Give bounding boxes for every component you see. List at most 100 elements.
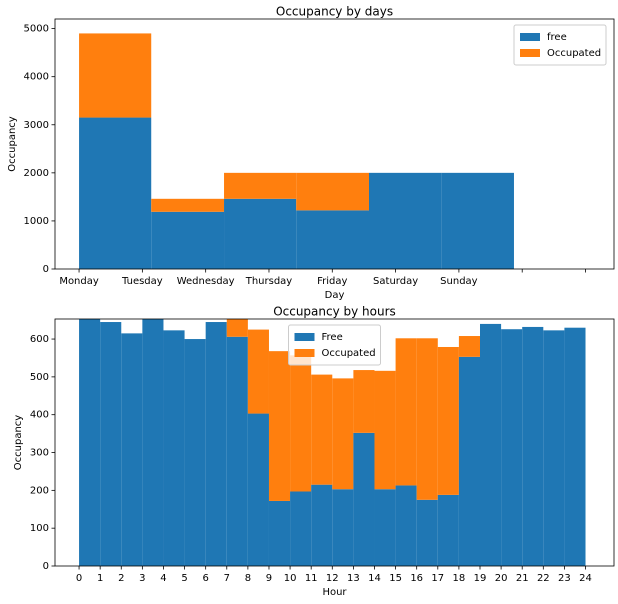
legend-label: Occupated [322, 348, 376, 359]
y-tick-label: 0 [43, 561, 49, 572]
x-tick-label: 3 [139, 573, 145, 584]
bar-segment [79, 117, 152, 269]
bar-segment [441, 172, 514, 269]
x-tick-label: 7 [224, 573, 230, 584]
bar-segment [458, 336, 481, 357]
bar-segment [290, 491, 312, 566]
bar-segment [100, 322, 122, 566]
x-tick-label: 17 [431, 573, 444, 584]
x-tick-label: 14 [368, 573, 381, 584]
x-tick-label: Thursday [245, 276, 293, 287]
x-tick-label: Monday [59, 276, 99, 287]
bar-segment [184, 339, 206, 566]
bar-segment [224, 172, 297, 199]
bar-segment [296, 210, 370, 269]
y-tick-label: 600 [30, 334, 49, 345]
bar-segment [332, 378, 354, 490]
x-tick-label: 0 [76, 573, 82, 584]
legend-swatch [294, 349, 315, 357]
bar-segment [226, 319, 248, 337]
axes-frame [54, 18, 615, 270]
bar-segment [395, 485, 417, 566]
x-tick-label: 24 [579, 573, 592, 584]
axes-frame [54, 318, 615, 567]
bar-segment [268, 500, 291, 566]
x-tick-label: 21 [516, 573, 529, 584]
y-tick-label: 400 [30, 410, 49, 421]
y-tick-label: 1000 [24, 216, 49, 227]
legend-swatch [520, 49, 540, 57]
y-axis-label: Occupancy [13, 415, 24, 471]
bar-segment [79, 33, 152, 118]
x-tick-label: 2 [118, 573, 124, 584]
x-tick-label: 15 [389, 573, 402, 584]
y-axis-label: Occupancy [7, 116, 18, 172]
x-tick-label: 19 [474, 573, 487, 584]
legend-label: free [547, 32, 567, 43]
bar-segment [374, 489, 396, 566]
bar-segment [311, 374, 333, 485]
bars [79, 33, 514, 269]
bar-segment [224, 198, 297, 269]
y-tick-label: 100 [30, 523, 49, 534]
x-tick-label: 1 [97, 573, 103, 584]
bar-segment [369, 172, 442, 269]
y-tick-label: 2000 [24, 168, 49, 179]
bar-segment [458, 356, 481, 566]
bar-segment [142, 319, 164, 566]
chart-title: Occupancy by hours [273, 305, 396, 319]
legend-box [513, 24, 607, 66]
bar-segment [205, 322, 227, 566]
x-tick-label: 4 [160, 573, 166, 584]
bar-segment [151, 198, 225, 212]
bar-segment [437, 346, 459, 495]
bar-segment [121, 333, 143, 566]
x-tick-label: 6 [202, 573, 208, 584]
bar-segment [416, 338, 438, 500]
legend-swatch [294, 333, 315, 341]
y-tick-label: 3000 [24, 120, 49, 131]
x-tick-label: 16 [410, 573, 423, 584]
bar-segment [163, 330, 185, 566]
bar-segment [353, 370, 375, 433]
x-tick-label: 18 [453, 573, 466, 584]
y-tick-label: 200 [30, 485, 49, 496]
x-tick-label: 20 [495, 573, 508, 584]
x-tick-label: 12 [326, 573, 339, 584]
x-tick-label: 11 [305, 573, 318, 584]
bar-segment [353, 432, 375, 566]
legend-label: Free [322, 332, 343, 343]
bar-segment [296, 172, 370, 211]
x-tick-label: Tuesday [121, 276, 163, 287]
x-tick-label: 5 [181, 573, 187, 584]
bar-segment [332, 489, 354, 566]
bar-segment [151, 211, 225, 269]
bar-segment [247, 413, 269, 566]
bar-segment [311, 484, 333, 566]
x-axis-label: Day [325, 290, 345, 301]
x-tick-label: 23 [558, 573, 571, 584]
y-tick-label: 300 [30, 448, 49, 459]
x-tick-label: 9 [266, 573, 272, 584]
x-tick-label: 22 [537, 573, 550, 584]
bar-segment [564, 327, 586, 566]
legend-label: Occupated [547, 48, 601, 59]
legend-swatch [520, 33, 540, 41]
x-tick-label: 10 [284, 573, 297, 584]
bar-segment [522, 326, 544, 566]
x-axis-label: Hour [322, 587, 347, 598]
y-tick-label: 0 [43, 264, 49, 275]
bar-segment [226, 336, 248, 566]
bar-segment [480, 323, 502, 566]
bar-segment [395, 338, 417, 486]
x-tick-label: Sunday [440, 276, 477, 287]
bar-segment [268, 351, 291, 501]
bars [79, 319, 586, 566]
x-tick-label: Saturday [373, 276, 418, 287]
bar-segment [416, 499, 438, 566]
x-tick-label: Friday [317, 276, 347, 287]
x-tick-label: 8 [245, 573, 251, 584]
bar-segment [290, 355, 312, 492]
y-tick-label: 500 [30, 372, 49, 383]
